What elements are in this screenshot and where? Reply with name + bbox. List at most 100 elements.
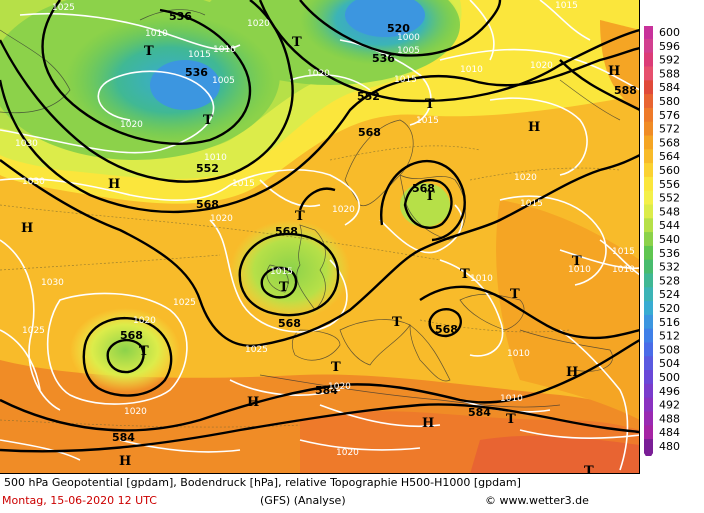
isobar-label: 1010 xyxy=(204,153,227,163)
geopotential-label: 552 xyxy=(196,162,219,175)
isobar-label: 1030 xyxy=(41,278,64,288)
legend-color-step xyxy=(644,38,653,54)
legend-color-step xyxy=(644,273,653,288)
legend-color-step xyxy=(644,163,653,178)
legend-color-step xyxy=(644,245,653,261)
geopotential-label: 584 xyxy=(315,384,338,397)
isobar-label: 1020 xyxy=(336,448,359,458)
isobar-label: 1015 xyxy=(520,199,543,209)
low-marker: T xyxy=(203,113,213,128)
legend-tick-label: 560 xyxy=(659,164,680,177)
isobar-label: 1025 xyxy=(245,345,268,355)
legend-color-step xyxy=(644,328,653,344)
low-marker: T xyxy=(510,287,520,302)
legend-color-step xyxy=(644,232,653,247)
legend-tick-label: 548 xyxy=(659,205,680,218)
legend-tick-label: 524 xyxy=(659,288,680,301)
legend-color-step xyxy=(644,66,653,81)
legend-tick-label: 584 xyxy=(659,81,680,94)
isobar-label: 1020 xyxy=(133,316,156,326)
site-link[interactable]: © www.wetter3.de xyxy=(485,494,589,507)
geopotential-label: 568 xyxy=(275,225,298,238)
isobar-label: 1020 xyxy=(332,205,355,215)
isobar-label: 1010 xyxy=(460,65,483,75)
isobar-label: 1030 xyxy=(15,139,38,149)
legend-tick-label: 488 xyxy=(659,412,680,425)
legend-color-step xyxy=(644,439,653,454)
legend-color-step xyxy=(644,94,653,109)
legend-color-step xyxy=(644,218,653,233)
legend-tick-label: 520 xyxy=(659,302,680,315)
legend-tick-label: 484 xyxy=(659,426,680,439)
geopotential-label: 588 xyxy=(614,84,637,97)
geopotential-label: 568 xyxy=(196,198,219,211)
low-marker: T xyxy=(295,209,305,224)
legend-tick-label: 480 xyxy=(659,440,680,453)
high-marker: H xyxy=(119,454,131,469)
geopotential-label: 568 xyxy=(358,126,381,139)
low-marker: T xyxy=(144,44,154,59)
legend-tick-label: 576 xyxy=(659,109,680,122)
legend-tick-label: 512 xyxy=(659,330,680,343)
legend-color-step xyxy=(644,25,653,40)
legend-tick-label: 528 xyxy=(659,274,680,287)
legend-tick-label: 568 xyxy=(659,136,680,149)
legend-color-step xyxy=(644,356,653,371)
legend-tick-label: 588 xyxy=(659,67,680,80)
isobar-label: 1015 xyxy=(416,116,439,126)
geopotential-label: 552 xyxy=(357,90,380,103)
isobar-label: 1025 xyxy=(52,3,75,13)
legend-tick-label: 580 xyxy=(659,95,680,108)
isobar-label: 1000 xyxy=(397,33,420,43)
geopotential-label: 584 xyxy=(112,431,135,444)
geopotential-label: 584 xyxy=(468,406,491,419)
low-marker: T xyxy=(139,344,149,359)
legend-color-step xyxy=(644,370,653,385)
low-marker: T xyxy=(425,97,435,112)
low-marker: T xyxy=(572,254,582,269)
model-info: (GFS) (Analyse) xyxy=(260,494,346,507)
isobar-label: 1020 xyxy=(120,120,143,130)
isobar-label: 1010 xyxy=(470,274,493,284)
weather-map: 536 536 520 536 552 552 568 568 568 568 … xyxy=(0,0,640,474)
low-marker: T xyxy=(331,360,341,375)
legend-tick-label: 496 xyxy=(659,385,680,398)
legend-color-step xyxy=(644,425,653,440)
isobar-label: 1020 xyxy=(307,69,330,79)
isobar-label: 1020 xyxy=(514,173,537,183)
low-marker: T xyxy=(279,280,289,295)
isobar-label: 1020 xyxy=(210,214,233,224)
legend-tick-label: 504 xyxy=(659,357,680,370)
legend-tick-label: 592 xyxy=(659,54,680,67)
legend-scale: 6005965925885845805765725685645605565525… xyxy=(644,17,680,461)
isobar-label: 1010 xyxy=(612,265,635,275)
high-marker: H xyxy=(608,64,620,79)
legend-tick-label: 492 xyxy=(659,399,680,412)
isobar-label: 1025 xyxy=(173,298,196,308)
footer-info: Montag, 15-06-2020 12 UTC (GFS) (Analyse… xyxy=(2,494,702,507)
isobar-label: 1010 xyxy=(500,394,523,404)
legend-tick-label: 564 xyxy=(659,150,680,163)
isobar-label: 1020 xyxy=(328,382,351,392)
geopotential-label: 568 xyxy=(120,329,143,342)
legend-tick-label: 500 xyxy=(659,371,680,384)
legend-color-step xyxy=(644,301,653,316)
isobar-label: 1005 xyxy=(397,46,420,56)
legend-color-step xyxy=(644,80,653,95)
legend-color-step xyxy=(644,135,653,150)
low-marker: T xyxy=(584,464,594,474)
isobar-label: 1015 xyxy=(270,267,293,277)
legend-tick-label: 516 xyxy=(659,316,680,329)
isobar-label: 1030 xyxy=(22,177,45,187)
legend-color-step xyxy=(644,287,653,302)
isobar-label: 1005 xyxy=(212,76,235,86)
isobar-label: 1010 xyxy=(213,45,236,55)
isobar-label: 1025 xyxy=(22,326,45,336)
isobar-label: 1010 xyxy=(568,265,591,275)
map-footer: 500 hPa Geopotential [gpdam], Bodendruck… xyxy=(0,474,704,513)
isobar-label: 1020 xyxy=(124,407,147,417)
low-marker: T xyxy=(506,412,516,427)
low-marker: T xyxy=(460,267,470,282)
isobar-label: 1015 xyxy=(612,247,635,257)
geopotential-label: 568 xyxy=(278,317,301,330)
